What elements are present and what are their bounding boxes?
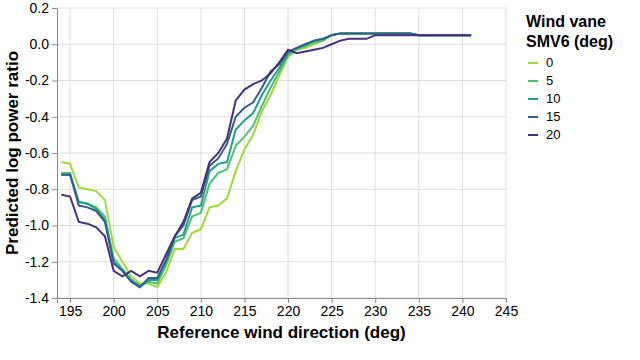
plot-area: 195 200 205 210 215 220 225 230 235 240 245 0.2 0.0 -…: [25, 0, 519, 319]
axis-line: [52, 9, 58, 299]
tick-mark: [52, 117, 57, 118]
tick-mark: [52, 8, 57, 9]
series-line: [61, 33, 471, 287]
tick-label: 0.0: [30, 36, 50, 52]
legend-label: 5: [546, 73, 553, 88]
tick: 230: [364, 298, 388, 319]
tick-mark: [52, 226, 57, 227]
chart: 1952002052102152202252302352402450.20.0-…: [0, 0, 640, 360]
series-line: [61, 33, 471, 285]
legend-label: 0: [546, 55, 553, 70]
series-line: [61, 35, 471, 276]
tick-mark: [52, 298, 57, 299]
tick: 225: [320, 298, 344, 319]
y-axis: 0.2 0.0 -0.2 -0.4 -0.6 -0.8 -1.0 -1.2 -1.4: [25, 0, 58, 306]
legend-symbol: [528, 98, 538, 100]
tick: -0.6: [25, 145, 57, 161]
tick: -0.8: [25, 181, 57, 197]
tick: 215: [233, 298, 257, 319]
series-line: [61, 33, 471, 287]
tick-label: 210: [190, 303, 214, 319]
legend-label: 20: [546, 127, 560, 142]
tick-label: 0.2: [30, 0, 50, 16]
tick-label: 235: [408, 303, 432, 319]
tick-label: 205: [146, 303, 170, 319]
grid-line: [57, 44, 506, 45]
tick-mark: [52, 262, 57, 263]
tick: 0.2: [30, 0, 57, 16]
tick-label: 220: [277, 303, 301, 319]
tick-label: -1.0: [25, 217, 49, 233]
grid-line: [57, 116, 506, 117]
tick-label: 215: [233, 303, 257, 319]
tick: 235: [408, 298, 432, 319]
tick-label: 245: [495, 303, 519, 319]
tick-label: -1.4: [25, 290, 49, 306]
legend: Wind vane SMV6 (deg) 0 5 10 15 20: [526, 13, 613, 142]
tick: 220: [277, 298, 301, 319]
tick: 205: [146, 298, 170, 319]
tick-label: -0.6: [25, 145, 49, 161]
grid-line: [57, 189, 506, 190]
tick-mark: [52, 189, 57, 190]
tick-label: 225: [320, 303, 344, 319]
tick-mark: [52, 81, 57, 82]
tick-label: 200: [102, 303, 126, 319]
grid-line: [57, 80, 506, 81]
tick-mark: [52, 153, 57, 154]
x-axis: 195 200 205 210 215 220 225 230 235 240 245: [58, 298, 519, 319]
tick-label: -0.2: [25, 72, 49, 88]
tick-label: 240: [451, 303, 475, 319]
grid-line: [57, 261, 506, 262]
legend-title: SMV6 (deg): [526, 33, 613, 50]
tick: -0.4: [25, 109, 57, 125]
tick-mark: [52, 44, 57, 45]
tick-label: -1.2: [25, 254, 49, 270]
tick: -1.0: [25, 217, 57, 233]
tick-label: 195: [59, 303, 83, 319]
grid-line: [57, 225, 506, 226]
tick-label: 230: [364, 303, 388, 319]
legend-title: Wind vane: [526, 13, 606, 30]
y-axis-title: Predicted log power ratio: [3, 51, 22, 255]
tick: -1.2: [25, 254, 57, 270]
legend-label: 10: [546, 91, 560, 106]
legend-symbol: [528, 80, 538, 82]
tick: -1.4: [25, 290, 57, 306]
tick-label: -0.8: [25, 181, 49, 197]
legend-symbol: [528, 116, 538, 118]
x-axis-title: Reference wind direction (deg): [157, 323, 405, 342]
series-line: [61, 33, 471, 287]
grid-line: [57, 153, 506, 154]
tick: -0.2: [25, 72, 57, 88]
grid: [57, 8, 506, 298]
legend-symbol: [528, 62, 538, 64]
tick: 0.0: [30, 36, 57, 52]
tick: 210: [190, 298, 214, 319]
grid-line: [57, 8, 506, 9]
tick: 245: [495, 298, 519, 319]
legend-label: 15: [546, 109, 560, 124]
lines: [61, 33, 471, 287]
tick-label: -0.4: [25, 109, 49, 125]
tick: 195: [59, 298, 83, 319]
tick: 200: [102, 298, 126, 319]
tick: 240: [451, 298, 475, 319]
legend-symbol: [528, 134, 538, 136]
